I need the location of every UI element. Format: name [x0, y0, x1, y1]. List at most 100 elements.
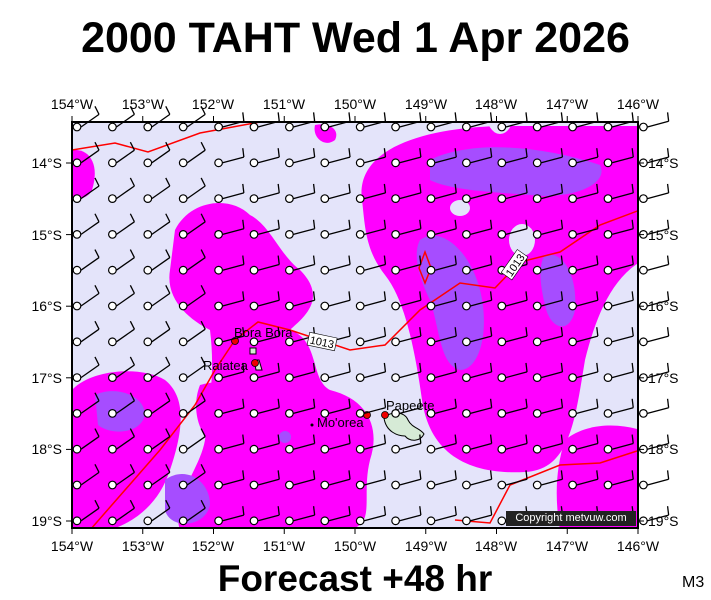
lon-label: 152°W	[192, 538, 235, 554]
wind-barb	[107, 177, 136, 204]
wind-barb	[532, 255, 564, 275]
wind-barb	[355, 148, 387, 168]
wind-barb	[391, 112, 422, 132]
wind-barb	[178, 213, 206, 239]
wind-barb	[426, 327, 457, 347]
model-label: M3	[682, 574, 705, 591]
wind-barb	[568, 362, 599, 383]
wind-barb	[462, 506, 493, 526]
wind-barb	[426, 470, 457, 490]
wind-barb	[497, 470, 528, 490]
precip-gap	[450, 200, 470, 216]
wind-barb	[178, 177, 206, 204]
lon-label: 153°W	[122, 96, 165, 112]
wind-barb	[639, 183, 670, 204]
precip-heavy	[165, 474, 210, 524]
lon-label: 146°W	[617, 96, 660, 112]
wind-barb	[214, 112, 245, 132]
wind-barb	[214, 470, 245, 490]
wind-barb	[320, 255, 351, 275]
wind-barb	[426, 291, 457, 311]
lat-labels-right: 14°S 15°S 16°S 17°S 18°S 19°S	[648, 155, 679, 529]
wind-barb	[497, 219, 528, 239]
wind-barb	[72, 356, 100, 383]
wind-barb	[568, 183, 599, 204]
lon-label: 150°W	[334, 96, 377, 112]
lon-label: 154°W	[51, 96, 94, 112]
wind-barb	[426, 434, 457, 454]
wind-barb	[497, 434, 528, 454]
lon-label: 149°W	[405, 538, 448, 554]
lon-label: 153°W	[122, 538, 165, 554]
wind-barb	[178, 392, 206, 418]
wind-barb	[143, 428, 171, 454]
wind-barb	[178, 356, 206, 383]
wind-barb	[603, 470, 634, 490]
lon-labels-bottom: 154°W 153°W 152°W 151°W 150°W 149°W 148°…	[51, 538, 660, 554]
islands	[231, 337, 425, 441]
wind-barb	[426, 506, 457, 526]
wind-barb	[143, 106, 171, 132]
wind-barb	[462, 434, 493, 454]
wind-barb	[249, 219, 280, 239]
wind-barb	[355, 327, 387, 347]
wind-barb	[639, 327, 670, 347]
wind-barb	[249, 255, 280, 275]
lon-label: 148°W	[475, 538, 518, 554]
wind-barbs	[72, 106, 670, 526]
lat-label: 18°S	[648, 441, 679, 457]
wind-barb	[639, 112, 670, 132]
wind-barb	[285, 183, 316, 204]
wind-barb	[391, 255, 422, 275]
wind-barb	[462, 470, 493, 490]
lat-labels-left: 14°S 15°S 16°S 17°S 18°S 19°S	[31, 155, 62, 529]
wind-barb	[143, 356, 171, 383]
wind-barb	[532, 183, 564, 204]
wind-barb	[497, 362, 528, 383]
wind-barb	[72, 213, 100, 239]
lon-label: 149°W	[405, 96, 448, 112]
wind-barb	[72, 499, 100, 526]
wind-barb	[285, 255, 316, 275]
wind-barb	[178, 249, 206, 275]
wind-barb	[214, 255, 245, 275]
wind-barb	[532, 219, 564, 239]
wind-barb	[497, 398, 528, 418]
wind-barb	[143, 392, 171, 418]
wind-barb	[603, 148, 634, 168]
wind-barb	[462, 398, 493, 418]
wind-barb	[143, 249, 171, 275]
wind-barb	[568, 470, 599, 490]
place-label-raiatea: Raiatea	[203, 358, 249, 373]
wind-barb	[320, 219, 351, 239]
wind-barb	[426, 398, 457, 418]
wind-barb	[532, 470, 564, 490]
wind-barb	[285, 434, 316, 454]
wind-barb	[603, 434, 634, 454]
wind-barb	[72, 141, 100, 168]
wind-barb	[214, 398, 245, 418]
wind-barb	[72, 177, 100, 204]
wind-barb	[462, 219, 493, 239]
wind-barb	[107, 320, 136, 347]
wind-barb	[107, 428, 136, 454]
wind-barb	[462, 291, 493, 311]
wind-barb	[462, 327, 493, 347]
wind-barb	[497, 148, 528, 168]
wind-barb	[603, 219, 634, 239]
wind-barb	[143, 464, 171, 490]
wind-barb	[391, 148, 422, 168]
wind-barb	[320, 506, 351, 526]
wind-barb	[178, 141, 206, 168]
wind-barb	[391, 398, 422, 418]
wind-barb	[178, 320, 206, 347]
wind-barb	[249, 327, 280, 347]
wind-barb	[285, 219, 316, 239]
wind-barb	[178, 428, 206, 454]
lon-labels-top: 154°W 153°W 152°W 151°W 150°W 149°W 148°…	[51, 96, 660, 112]
wind-barb	[72, 320, 100, 347]
wind-barb	[355, 434, 387, 454]
wind-barb	[285, 470, 316, 490]
wind-barb	[214, 148, 245, 168]
precip-area	[361, 126, 638, 473]
